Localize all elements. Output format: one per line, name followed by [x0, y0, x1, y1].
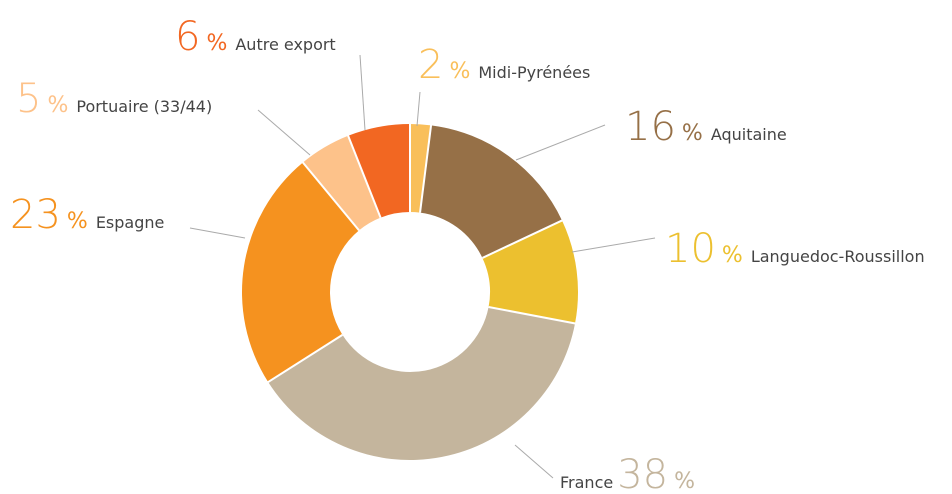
slice-label: 6% Autre export: [175, 14, 336, 60]
category-name: Autre export: [235, 35, 335, 54]
donut-slice: [482, 220, 578, 324]
value-unit: %: [206, 31, 227, 56]
category-name: Aquitaine: [711, 125, 787, 144]
slice-label: 5% Portuaire (33/44): [16, 76, 212, 122]
donut-slice: [302, 135, 381, 231]
category-name: France: [560, 473, 613, 492]
slice-separator: [419, 124, 433, 213]
value-unit: %: [682, 121, 703, 146]
value-unit: %: [67, 209, 88, 234]
value-unit: %: [722, 243, 743, 268]
value-label: 23%: [10, 192, 88, 238]
slice-separator: [346, 134, 382, 218]
value-label: 2%: [418, 42, 470, 88]
slice-label: 2% Midi-Pyrénées: [418, 42, 590, 88]
slice-label: 23% Espagne: [10, 192, 164, 238]
leader-line: [257, 109, 311, 156]
leader-line: [416, 91, 421, 127]
value-number: 16: [625, 104, 676, 150]
value-label: 10%: [665, 226, 743, 272]
leader-line: [515, 124, 606, 161]
slice-separator: [481, 219, 564, 259]
value-label: 5%: [16, 76, 68, 122]
value-number: 2: [418, 42, 443, 88]
slice-separator: [301, 161, 360, 231]
category-name: Midi-Pyrénées: [478, 63, 590, 82]
value-number: 38: [617, 452, 668, 494]
category-name: Espagne: [96, 213, 165, 232]
category-name: Languedoc-Roussillon: [751, 247, 925, 266]
leader-line: [514, 444, 554, 479]
leader-line: [571, 237, 656, 253]
value-number: 6: [175, 14, 200, 60]
value-label: 38%: [617, 452, 695, 494]
slice-label: 16% Aquitaine: [625, 104, 787, 150]
value-number: 10: [665, 226, 716, 272]
value-label: 16%: [625, 104, 703, 150]
value-number: 23: [10, 192, 61, 238]
donut-slice: [242, 162, 360, 383]
category-name: Portuaire (33/44): [76, 97, 212, 116]
donut-slice: [410, 124, 432, 213]
value-unit: %: [449, 59, 470, 84]
value-unit: %: [674, 469, 695, 494]
value-unit: %: [47, 93, 68, 118]
donut-slice: [420, 125, 563, 258]
slice-separator: [266, 334, 343, 384]
slice-label: 10% Languedoc-Roussillon: [665, 226, 925, 272]
donut-slice: [348, 124, 410, 218]
slice-separator: [488, 306, 577, 325]
value-label: 6%: [175, 14, 227, 60]
donut-slice: [268, 306, 576, 460]
slice-label: France 38%: [560, 452, 695, 494]
leader-line: [359, 54, 366, 131]
value-number: 5: [16, 76, 41, 122]
leader-line: [189, 227, 246, 239]
